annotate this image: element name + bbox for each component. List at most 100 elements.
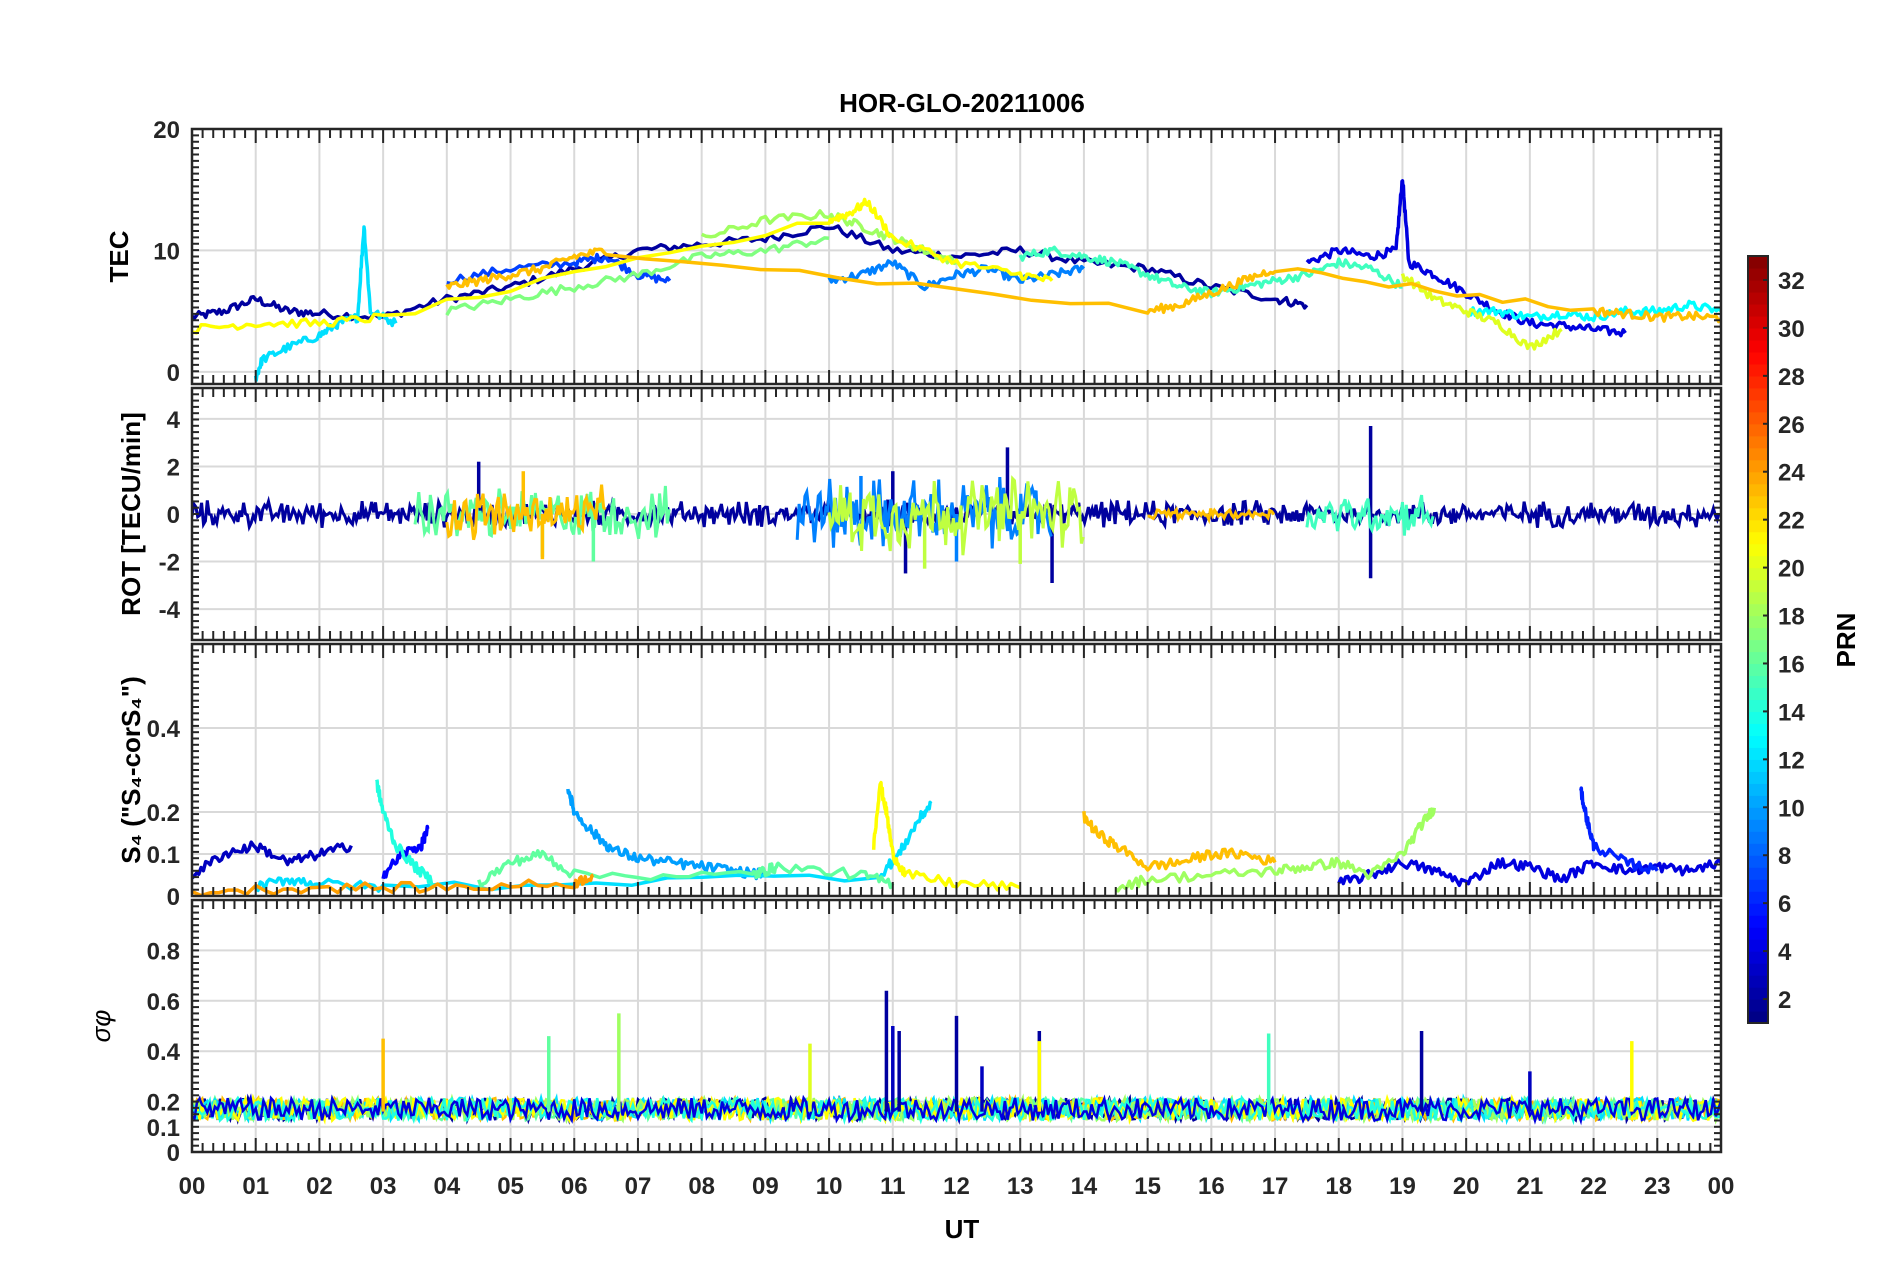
colorbar-segment — [1748, 903, 1768, 916]
colorbar-segment — [1748, 603, 1768, 617]
colorbar-segment — [1748, 891, 1768, 904]
x-tick-label: 16 — [1198, 1173, 1225, 1200]
colorbar-segment — [1748, 471, 1768, 485]
colorbar-segment — [1748, 1011, 1768, 1024]
colorbar-segment — [1748, 699, 1768, 713]
series-prn-15 — [1018, 245, 1403, 299]
colorbar-segment — [1748, 999, 1768, 1012]
x-axis-label: UT — [945, 1214, 980, 1244]
x-tick-label: 02 — [306, 1173, 333, 1200]
series-prn-2 — [192, 495, 1721, 532]
colorbar-segment — [1748, 939, 1768, 952]
colorbar-tick-label: 14 — [1778, 699, 1805, 726]
series-prn-21 — [192, 1093, 1721, 1125]
x-tick-label: 14 — [1071, 1173, 1098, 1200]
colorbar-segment — [1748, 256, 1768, 269]
panel-sigphi: 00.10.2 0.4 0.6 0.8 σφ — [86, 898, 1723, 1167]
x-tick-label: 05 — [497, 1173, 524, 1200]
colorbar-segment — [1748, 867, 1768, 880]
series-prn-13 — [1465, 299, 1721, 323]
colorbar-segment — [1748, 783, 1768, 796]
series-prn-16 — [413, 485, 671, 539]
colorbar-segment — [1748, 723, 1768, 736]
colorbar-tick-label: 22 — [1778, 508, 1805, 535]
panel-data — [192, 990, 1721, 1126]
colorbar-segment — [1748, 579, 1768, 593]
colorbar-segment — [1748, 315, 1768, 329]
colorbar-segment — [1748, 411, 1768, 425]
series-prn-16 — [477, 849, 895, 890]
colorbar-segment — [1748, 435, 1768, 449]
x-tick-label: 19 — [1389, 1173, 1416, 1200]
y-tick-label: 20 — [153, 117, 180, 144]
colorbar-segment — [1748, 807, 1768, 820]
colorbar-segment — [1748, 399, 1768, 413]
colorbar-segment — [1748, 915, 1768, 928]
y-tick-label: 0 — [167, 1140, 180, 1167]
series-prn-21 — [192, 197, 1054, 335]
colorbar-segment — [1748, 951, 1768, 964]
panel-data — [192, 179, 1721, 383]
y-tick-label: 0.4 — [147, 716, 181, 743]
colorbar-segment — [1748, 843, 1768, 856]
series-prn-14 — [375, 779, 436, 889]
x-tick-label: 07 — [625, 1173, 652, 1200]
x-tick-label: 13 — [1007, 1173, 1034, 1200]
colorbar-segment — [1748, 615, 1768, 629]
colorbar-segment — [1748, 831, 1768, 844]
colorbar-segment — [1748, 423, 1768, 437]
colorbar-tick-label: 10 — [1778, 795, 1805, 822]
y-tick-label: 0.2 — [147, 1090, 180, 1117]
y-tick-label: 0.6 — [147, 989, 180, 1016]
x-tick-label: 03 — [370, 1173, 397, 1200]
series-prn-10 — [566, 788, 767, 881]
y-tick-label: 2 — [167, 454, 180, 481]
colorbar-segment — [1748, 771, 1768, 784]
series-prn-3 — [192, 840, 353, 880]
panel-data — [192, 426, 1721, 583]
y-tick-label: 0 — [167, 360, 180, 387]
x-tick-label: 00 — [179, 1173, 206, 1200]
y-tick-label: 4 — [167, 407, 181, 434]
y-axis-label-rot: ROT [TECU/min] — [116, 412, 146, 616]
colorbar-segment — [1748, 507, 1768, 521]
x-tick-label: 18 — [1325, 1173, 1352, 1200]
colorbar-tick-label: 28 — [1778, 364, 1805, 391]
colorbar-segment — [1748, 591, 1768, 605]
y-tick-label: -4 — [159, 597, 181, 624]
colorbar-segment — [1748, 327, 1768, 341]
x-tick-label: 15 — [1134, 1173, 1161, 1200]
y-tick-label: 10 — [153, 238, 180, 265]
series-prn-15 — [1305, 494, 1435, 536]
x-tick-label: 00 — [1708, 1173, 1735, 1200]
colorbar-label: PRN — [1831, 613, 1861, 668]
colorbar-segment — [1748, 975, 1768, 988]
y-tick-label: 0.1 — [147, 842, 180, 869]
x-tick-label: 08 — [688, 1173, 715, 1200]
colorbar-segment — [1748, 267, 1768, 281]
colorbar-segment — [1748, 711, 1768, 724]
y-tick-label: 0.1 — [147, 1115, 180, 1142]
colorbar-segment — [1748, 519, 1768, 533]
series-prn-9 — [827, 259, 1086, 292]
colorbar-segment — [1748, 531, 1768, 545]
x-tick-label: 01 — [242, 1173, 269, 1200]
colorbar-segment — [1748, 303, 1768, 317]
x-tick-label: 21 — [1517, 1173, 1544, 1200]
series-prn-5 — [381, 824, 430, 880]
y-axis-label-sigphi: σφ — [86, 1010, 116, 1043]
panel-s4: 0 0.1 0.2 0.4S₄ ("S₄-corS₄") — [116, 642, 1723, 911]
colorbar-segment — [1748, 555, 1768, 569]
colorbar-segment — [1748, 627, 1768, 641]
colorbar-segment — [1748, 735, 1768, 748]
series-prn-6 — [1579, 786, 1659, 875]
colorbar-segment — [1748, 279, 1768, 293]
series-prn-12 — [254, 800, 933, 893]
x-tick-label: 20 — [1453, 1173, 1480, 1200]
colorbar-tick-label: 20 — [1778, 556, 1805, 583]
colorbar-tick-label: 8 — [1778, 843, 1791, 870]
y-tick-label: 0.8 — [147, 938, 180, 965]
y-tick-label: 0.2 — [147, 800, 180, 827]
